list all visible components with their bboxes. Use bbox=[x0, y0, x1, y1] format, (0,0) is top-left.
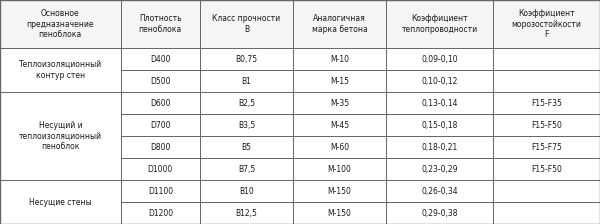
Bar bbox=[493, 0, 600, 48]
Bar bbox=[293, 202, 386, 224]
Text: D400: D400 bbox=[150, 55, 170, 64]
Bar bbox=[200, 0, 293, 48]
Bar bbox=[293, 0, 386, 48]
Text: М-100: М-100 bbox=[328, 165, 352, 174]
Text: М-60: М-60 bbox=[330, 142, 349, 152]
Text: Коэффициент
теплопроводности: Коэффициент теплопроводности bbox=[401, 14, 478, 34]
Bar bbox=[121, 92, 200, 114]
Text: Коэффициент
морозостойкости
F: Коэффициент морозостойкости F bbox=[512, 9, 581, 39]
Bar bbox=[293, 180, 386, 202]
Bar bbox=[293, 70, 386, 92]
Bar bbox=[121, 114, 200, 136]
Bar bbox=[0, 180, 121, 224]
Text: F15-F50: F15-F50 bbox=[531, 165, 562, 174]
Text: 0,10-0,12: 0,10-0,12 bbox=[421, 77, 458, 86]
Text: М-45: М-45 bbox=[330, 121, 349, 130]
Bar bbox=[0, 48, 121, 92]
Bar bbox=[293, 92, 386, 114]
Text: D600: D600 bbox=[150, 99, 170, 108]
Text: М-150: М-150 bbox=[328, 209, 352, 218]
Bar bbox=[493, 92, 600, 114]
Bar bbox=[386, 70, 493, 92]
Text: Несущий и
теплоизоляционный
пеноблок: Несущий и теплоизоляционный пеноблок bbox=[19, 121, 102, 151]
Bar bbox=[121, 0, 200, 48]
Bar bbox=[386, 92, 493, 114]
Text: 0,29-0,38: 0,29-0,38 bbox=[421, 209, 458, 218]
Text: D500: D500 bbox=[150, 77, 170, 86]
Text: D1100: D1100 bbox=[148, 187, 173, 196]
Bar bbox=[200, 136, 293, 158]
Bar bbox=[121, 158, 200, 180]
Bar bbox=[493, 114, 600, 136]
Bar bbox=[386, 136, 493, 158]
Bar bbox=[200, 202, 293, 224]
Text: М-15: М-15 bbox=[330, 77, 349, 86]
Bar bbox=[0, 92, 121, 180]
Text: Плотность
пеноблока: Плотность пеноблока bbox=[139, 14, 182, 34]
Bar bbox=[121, 180, 200, 202]
Text: D700: D700 bbox=[150, 121, 170, 130]
Text: Аналогичная
марка бетона: Аналогичная марка бетона bbox=[312, 14, 368, 34]
Bar bbox=[200, 92, 293, 114]
Bar bbox=[493, 136, 600, 158]
Bar bbox=[293, 114, 386, 136]
Bar bbox=[121, 70, 200, 92]
Text: F15-F50: F15-F50 bbox=[531, 121, 562, 130]
Bar bbox=[386, 202, 493, 224]
Text: B10: B10 bbox=[239, 187, 254, 196]
Bar bbox=[493, 180, 600, 202]
Bar bbox=[0, 0, 121, 48]
Bar bbox=[200, 114, 293, 136]
Text: B7,5: B7,5 bbox=[238, 165, 255, 174]
Bar bbox=[293, 158, 386, 180]
Text: Теплоизоляционный
контур стен: Теплоизоляционный контур стен bbox=[19, 60, 102, 80]
Bar bbox=[386, 114, 493, 136]
Bar bbox=[200, 48, 293, 70]
Bar bbox=[200, 158, 293, 180]
Bar bbox=[493, 70, 600, 92]
Text: 0,13-0,14: 0,13-0,14 bbox=[421, 99, 458, 108]
Text: М-35: М-35 bbox=[330, 99, 349, 108]
Bar bbox=[121, 136, 200, 158]
Text: B3,5: B3,5 bbox=[238, 121, 255, 130]
Bar bbox=[493, 48, 600, 70]
Text: F15-F35: F15-F35 bbox=[531, 99, 562, 108]
Text: F15-F75: F15-F75 bbox=[531, 142, 562, 152]
Bar bbox=[386, 158, 493, 180]
Text: B0,75: B0,75 bbox=[235, 55, 257, 64]
Text: B5: B5 bbox=[242, 142, 251, 152]
Bar bbox=[200, 70, 293, 92]
Text: D800: D800 bbox=[150, 142, 170, 152]
Text: 0,18-0,21: 0,18-0,21 bbox=[422, 142, 458, 152]
Bar bbox=[386, 180, 493, 202]
Text: М-10: М-10 bbox=[330, 55, 349, 64]
Text: B12,5: B12,5 bbox=[236, 209, 257, 218]
Bar bbox=[493, 202, 600, 224]
Bar bbox=[493, 158, 600, 180]
Bar bbox=[386, 0, 493, 48]
Text: B1: B1 bbox=[242, 77, 251, 86]
Bar bbox=[200, 180, 293, 202]
Text: D1200: D1200 bbox=[148, 209, 173, 218]
Text: 0,15-0,18: 0,15-0,18 bbox=[421, 121, 458, 130]
Text: B2,5: B2,5 bbox=[238, 99, 255, 108]
Text: Класс прочности
В: Класс прочности В bbox=[212, 14, 281, 34]
Text: 0,26-0,34: 0,26-0,34 bbox=[421, 187, 458, 196]
Text: М-150: М-150 bbox=[328, 187, 352, 196]
Text: Несущие стены: Несущие стены bbox=[29, 198, 92, 207]
Text: 0,23-0,29: 0,23-0,29 bbox=[421, 165, 458, 174]
Text: 0,09-0,10: 0,09-0,10 bbox=[421, 55, 458, 64]
Bar bbox=[386, 48, 493, 70]
Text: D1000: D1000 bbox=[148, 165, 173, 174]
Bar bbox=[121, 202, 200, 224]
Bar bbox=[293, 48, 386, 70]
Bar bbox=[121, 48, 200, 70]
Text: Основное
предназначение
пеноблока: Основное предназначение пеноблока bbox=[26, 9, 94, 39]
Bar bbox=[293, 136, 386, 158]
